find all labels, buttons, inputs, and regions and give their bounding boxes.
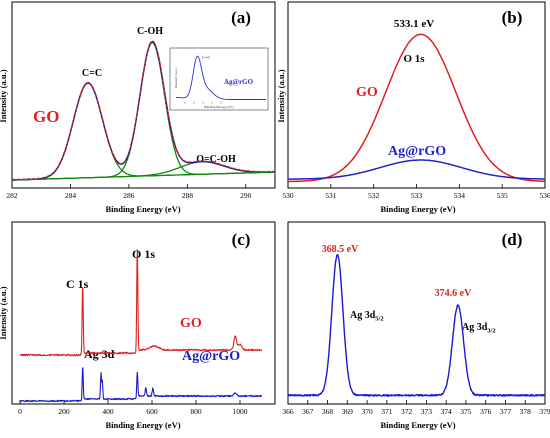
panel-a-envelope-line: [12, 40, 275, 180]
panel-a-ylabel: Intensity (a.u.): [0, 69, 8, 122]
panel-c-ylabel: Intensity (a.u.): [0, 286, 8, 339]
panel-b-series-go-line: [288, 33, 545, 183]
panel-d-xtick-label: 377: [500, 407, 512, 416]
panel-d-xtick-label: 379: [539, 407, 550, 416]
panel-a-xlabel: Binding Energy (eV): [105, 204, 180, 214]
panel-a-coh-label: C-OH: [137, 26, 163, 37]
panel-a-baseline: [11, 171, 276, 181]
panel-c-xtick-label: 800: [190, 407, 202, 416]
panel-d-xtick-label: 369: [342, 407, 354, 416]
panel-a-inset-xlabel: Binding Energy (eV): [204, 105, 234, 109]
panel-d-frame: [287, 221, 546, 405]
panel-b-peak-name: O 1s: [403, 53, 425, 65]
panel-b-plot-area: (b) 533.1 eV O 1s GO Ag@rGO: [356, 8, 522, 159]
panel-b-label: (b): [502, 8, 523, 27]
panel-a-inset-peak-label: C=C: [202, 55, 211, 60]
panel-a-ococh-label: O=C-OH: [196, 154, 236, 165]
panel-d-xtick-label: 374: [441, 407, 453, 416]
panel-d-peak2-value: 374.6 eV: [435, 288, 472, 299]
panel-d-spectrum-line: [287, 253, 546, 397]
panel-c-o1s-label: O 1s: [132, 247, 155, 261]
panel-a-sample-label: GO: [33, 107, 59, 126]
panel-b-xtick-label: 531: [325, 191, 337, 200]
panel-a-cc-label: C=C: [82, 68, 102, 79]
panel-c-series-agrgo-line: [19, 367, 263, 403]
panel-b-xtick-label: 534: [454, 191, 466, 200]
panel-a-xtick-label: 288: [182, 191, 194, 200]
panel-b-xtick-label: 530: [282, 191, 294, 200]
panel-b: (b) 533.1 eV O 1s GO Ag@rGO Binding Ener…: [276, 1, 550, 214]
panel-c-frame: [11, 221, 276, 405]
panel-b-series-agrgo-label: Ag@rGO: [388, 144, 446, 159]
panel-d-xtick-label: 378: [520, 407, 532, 416]
panel-a-inset-ylabel: Intensity (a.u.): [174, 67, 178, 88]
panel-d-xtick-label: 372: [401, 407, 413, 416]
panel-d-peak2-label: Ag 3d3/2: [462, 322, 496, 335]
panel-a-inset-sample: Ag@rGO: [224, 78, 254, 86]
panel-a: (a) GO C=C C-OH O=C-OH C=C Ag@rGO Bindin…: [0, 1, 276, 214]
panel-c-xtick-label: 400: [102, 407, 114, 416]
panel-a-label: (a): [231, 8, 251, 27]
panel-c-label: (c): [232, 230, 251, 249]
panel-d: (d) 368.5 eV 374.6 eV Ag 3d5/2 Ag 3d3/2 …: [282, 221, 550, 430]
panel-c-series-go-line: [19, 249, 263, 357]
panel-d-xtick-label: 368: [322, 407, 334, 416]
panel-b-xtick-label: 532: [368, 191, 380, 200]
panel-b-peak-value: 533.1 eV: [394, 18, 434, 30]
panel-c: (c) C 1s O 1s Ag 3d GO Ag@rGO Binding En…: [0, 221, 276, 430]
panel-b-series-agrgo-line: [288, 159, 545, 180]
panel-c-xtick-label: 1000: [233, 407, 248, 416]
panel-c-series-agrgo-label: Ag@rGO: [182, 349, 240, 364]
panel-b-ylabel: Intensity (a.u.): [276, 69, 286, 122]
panel-b-series-go-label: GO: [356, 85, 378, 100]
panel-d-label: (d): [502, 230, 523, 249]
panel-d-xtick-label: 366: [282, 407, 294, 416]
panel-a-frame: [11, 1, 276, 189]
panel-c-c1s-label: C 1s: [66, 277, 89, 291]
panel-b-xtick-label: 533: [411, 191, 423, 200]
panel-d-peak1-value: 368.5 eV: [322, 244, 359, 255]
panel-d-peak1-label: Ag 3d5/2: [350, 310, 384, 323]
panel-a-inset: C=C Ag@rGO Binding Energy (eV) Intensity…: [169, 47, 269, 111]
panel-a-xtick-label: 290: [240, 191, 252, 200]
panel-b-xtick-label: 536: [539, 191, 550, 200]
panel-d-xtick-label: 376: [480, 407, 492, 416]
panel-a-xtick-label: 284: [65, 191, 77, 200]
panel-d-xtick-label: 370: [361, 407, 373, 416]
panel-c-xtick-label: 200: [58, 407, 70, 416]
panel-b-xtick-label: 535: [497, 191, 509, 200]
panel-d-xtick-label: 373: [421, 407, 433, 416]
panel-c-plot-area: (c) C 1s O 1s Ag 3d GO Ag@rGO: [66, 230, 250, 364]
panel-c-xtick-label: 0: [18, 407, 22, 416]
panel-a-xtick-label: 286: [123, 191, 135, 200]
panel-a-xtick-label: 282: [6, 191, 18, 200]
panel-a-inset-spectrum: [175, 55, 266, 100]
panel-c-series-go-label: GO: [180, 316, 202, 331]
panel-c-xlabel: Binding Energy (eV): [105, 420, 180, 430]
panel-d-xtick-label: 371: [381, 407, 393, 416]
panel-c-xtick-label: 600: [146, 407, 158, 416]
panel-b-xlabel: Binding Energy (eV): [380, 204, 455, 214]
panel-d-xtick-label: 367: [302, 407, 314, 416]
panel-a-inset-frame: [169, 47, 269, 111]
panel-d-xlabel: Binding Energy (eV): [380, 420, 455, 430]
panel-d-xtick-label: 375: [460, 407, 472, 416]
panel-d-plot-area: (d) 368.5 eV 374.6 eV Ag 3d5/2 Ag 3d3/2: [322, 230, 523, 335]
